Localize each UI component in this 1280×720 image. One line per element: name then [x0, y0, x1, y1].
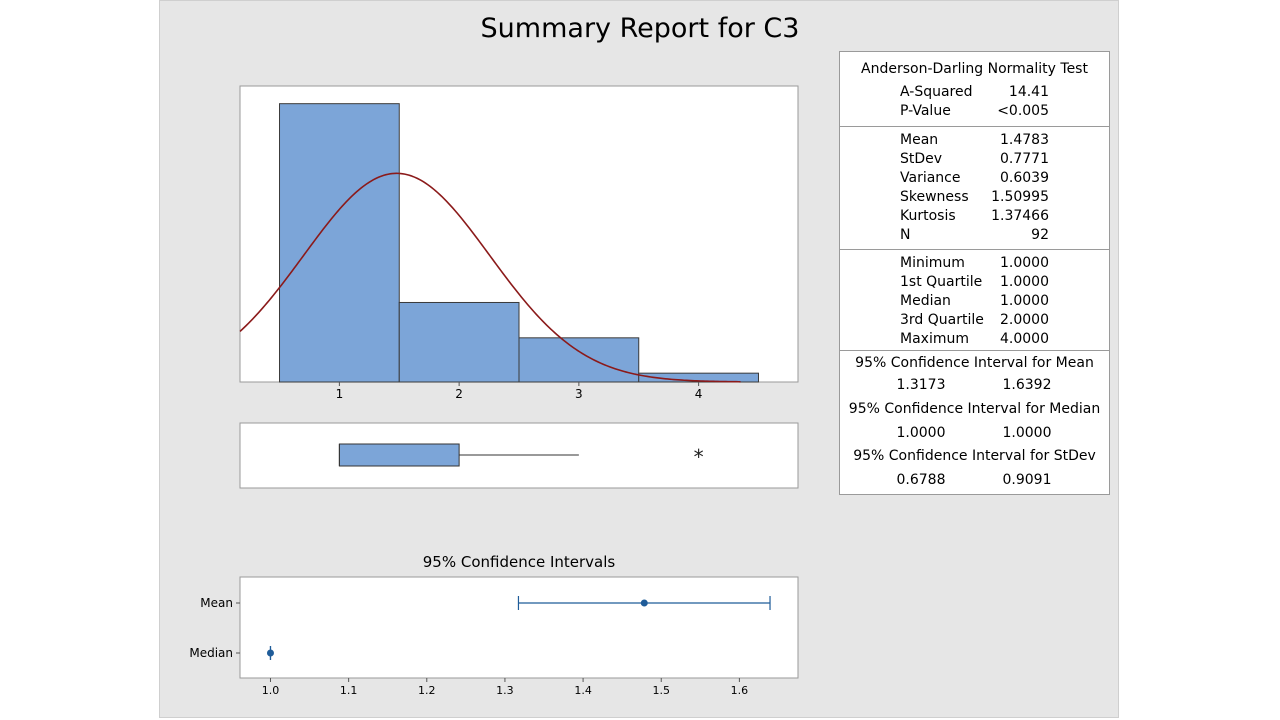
histogram-bar — [518, 337, 640, 383]
stat-value: 1.4783 — [1000, 132, 1049, 148]
stat-label: Variance — [900, 170, 961, 186]
stat-label: 3rd Quartile — [900, 312, 984, 328]
stat-value: 1.0000 — [1000, 255, 1049, 271]
normal-fit-curve — [239, 172, 741, 383]
ci-upper-value: 1.6392 — [1002, 377, 1052, 393]
stat-value: 92 — [1031, 227, 1049, 243]
ci-estimate-point — [266, 649, 274, 657]
stat-label: Maximum — [900, 331, 969, 347]
x-tick-label: 1.2 — [418, 684, 436, 697]
section-divider — [840, 350, 1109, 351]
x-tick-label: 1.4 — [574, 684, 592, 697]
stat-label: P-Value — [900, 103, 951, 119]
x-tick-label: 3 — [575, 387, 583, 401]
x-tick-label: 1.1 — [340, 684, 358, 697]
boxplot: * — [239, 422, 799, 489]
ci-upper-value: 1.0000 — [1002, 425, 1052, 441]
section-divider — [840, 126, 1109, 127]
stat-label: N — [900, 227, 911, 243]
ad-test-title: Anderson-Darling Normality Test — [861, 61, 1088, 77]
ci-plot-frame — [239, 576, 799, 679]
boxplot-outlier: * — [694, 445, 704, 469]
x-tick-label: 1.0 — [262, 684, 280, 697]
stat-label: StDev — [900, 151, 943, 167]
stat-label: Kurtosis — [900, 208, 956, 224]
stat-label: A-Squared — [900, 84, 973, 100]
stat-value: <0.005 — [997, 103, 1049, 119]
stat-value: 1.0000 — [1000, 293, 1049, 309]
stat-label: Minimum — [900, 255, 965, 271]
report-title: Summary Report for C3 — [480, 13, 800, 44]
x-tick-label: 1.6 — [731, 684, 749, 697]
x-tick-label: 2 — [455, 387, 463, 401]
section-divider — [840, 249, 1109, 250]
x-tick-label: 1.3 — [496, 684, 513, 697]
stat-label: Mean — [900, 132, 939, 148]
stat-value: 1.50995 — [991, 189, 1049, 205]
x-tick-label: 1.5 — [652, 684, 670, 697]
stat-label: Median — [900, 293, 951, 309]
histogram-bar — [398, 301, 520, 383]
histogram-bar — [279, 103, 400, 383]
stat-label: Skewness — [900, 189, 969, 205]
boxplot-box — [338, 443, 460, 467]
confidence-intervals-plot: 95% Confidence Intervals Mean Median 1.0 1.… — [189, 553, 799, 697]
ci-lower-value: 1.3173 — [896, 377, 946, 393]
histogram-plot: 1 2 3 4 — [239, 85, 799, 401]
stat-value: 0.6039 — [1000, 170, 1049, 186]
stat-value: 1.0000 — [1000, 274, 1049, 290]
ci-mean-title: 95% Confidence Interval for Mean — [855, 355, 1094, 371]
ci-row-label: Mean — [200, 596, 233, 610]
ci-stdev-title: 95% Confidence Interval for StDev — [853, 448, 1096, 464]
ci-plot-title: 95% Confidence Intervals — [423, 553, 616, 571]
ci-median-title: 95% Confidence Interval for Median — [848, 401, 1101, 417]
x-tick-label: 1 — [336, 387, 344, 401]
stat-label: 1st Quartile — [900, 274, 983, 290]
stats-table: Anderson-Darling Normality Test A-Square… — [839, 51, 1110, 495]
stat-value: 1.37466 — [991, 208, 1049, 224]
ci-estimate-point — [640, 599, 648, 607]
ci-lower-value: 0.6788 — [896, 472, 946, 488]
ci-row-label: Median — [189, 646, 233, 660]
stat-value: 2.0000 — [1000, 312, 1049, 328]
ci-lower-value: 1.0000 — [896, 425, 946, 441]
charts-area: 1 2 3 4 * 95% Confidence Intervals Mean Medi… — [189, 85, 799, 697]
stat-value: 14.41 — [1008, 84, 1049, 100]
x-tick-label: 4 — [695, 387, 703, 401]
stat-value: 0.7771 — [1000, 151, 1049, 167]
ci-upper-value: 0.9091 — [1002, 472, 1052, 488]
stat-value: 4.0000 — [1000, 331, 1049, 347]
